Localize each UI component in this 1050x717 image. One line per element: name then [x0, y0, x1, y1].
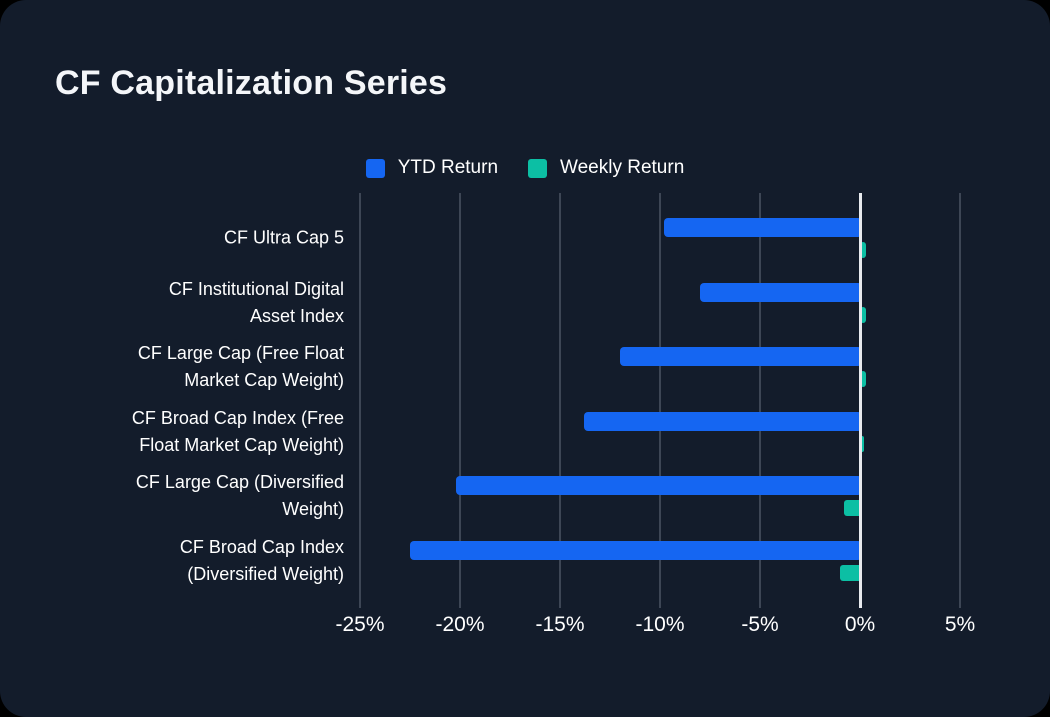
bar-weekly-return	[860, 306, 866, 323]
bar-weekly-return	[860, 371, 866, 388]
category-label: CF Ultra Cap 5	[223, 227, 344, 248]
bar-weekly-return	[860, 435, 864, 452]
bar-ytd-return	[620, 347, 862, 367]
legend-swatch-weekly-icon	[528, 158, 548, 178]
category-label: CF Institutional Digital Asset Index	[168, 278, 344, 326]
legend-item-ytd: YTD Return	[365, 157, 499, 179]
bar-ytd-return	[410, 541, 862, 560]
category-label: CF Broad Cap Index (Diversified Weight)	[179, 537, 344, 584]
chart-title: CF Capitalization Series	[55, 64, 448, 102]
legend-swatch-ytd-icon	[365, 158, 385, 178]
legend: YTD Return Weekly Return	[0, 157, 1050, 179]
bar-ytd-return	[584, 411, 862, 431]
plot-area	[356, 193, 1008, 608]
category-labels: CF Ultra Cap 5 CF Institutional Digital As…	[0, 193, 344, 607]
legend-label-ytd: YTD Return	[397, 157, 499, 178]
bar-ytd-return	[456, 476, 862, 496]
category-label: CF Broad Cap Index (Free Float Market Cap…	[131, 407, 344, 455]
bar-weekly-return	[840, 565, 862, 581]
gridline	[659, 193, 661, 608]
gridline	[459, 193, 461, 608]
x-tick-label: -20%	[435, 613, 485, 636]
x-tick-label: -5%	[741, 613, 779, 636]
x-tick-label: 0%	[844, 613, 876, 636]
bar-weekly-return	[844, 500, 862, 517]
gridline	[759, 193, 761, 608]
x-axis: -25% -20% -15% -10% -5% 0% 5%	[335, 613, 1008, 649]
category-label: CF Large Cap (Diversified Weight)	[135, 472, 344, 520]
x-tick-label: -25%	[335, 613, 385, 636]
gridline	[359, 193, 361, 608]
legend-label-weekly: Weekly Return	[560, 157, 685, 178]
legend-item-weekly: Weekly Return	[528, 157, 684, 179]
category-label: CF Large Cap (Free Float Market Cap Weigh…	[137, 343, 344, 391]
x-tick-label: -10%	[635, 613, 685, 636]
gridline	[559, 193, 561, 608]
bar-ytd-return	[664, 218, 862, 237]
x-tick-label: 5%	[944, 613, 976, 636]
zero-gridline	[858, 193, 862, 608]
gridline	[959, 193, 961, 608]
bar-ytd-return	[700, 282, 862, 302]
x-tick-label: -15%	[535, 613, 585, 636]
bar-weekly-return	[860, 242, 866, 258]
